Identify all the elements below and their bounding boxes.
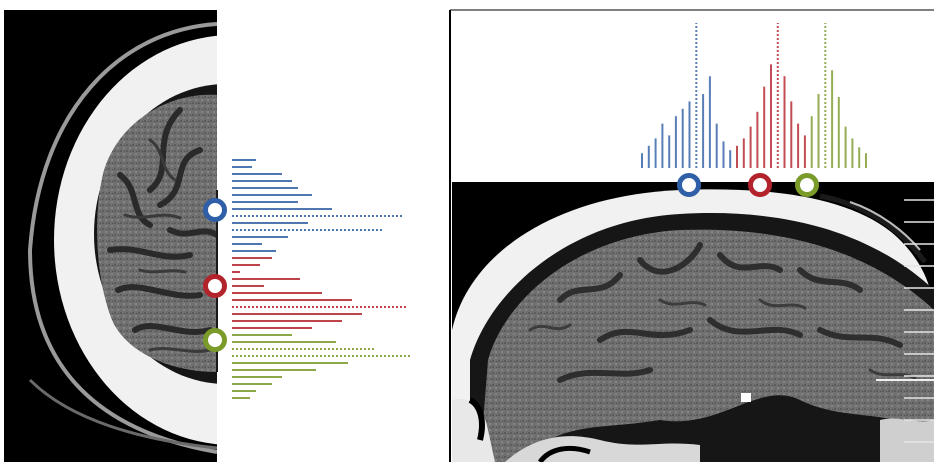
- sagittal-profile-area: [451, 10, 934, 182]
- sagittal-markers: [677, 173, 819, 197]
- sagittal-ct-image: [452, 189, 934, 462]
- axial-profile-lines: [232, 159, 412, 399]
- axial-green-marker: [203, 328, 227, 352]
- axial-markers: [203, 198, 227, 352]
- axial-blue-marker: [203, 198, 227, 222]
- axial-ct-image: [27, 22, 217, 454]
- axial-panel: [4, 10, 448, 462]
- sagittal-panel: [452, 182, 934, 462]
- sagittal-blue-marker: [677, 173, 701, 197]
- sagittal-red-marker: [748, 173, 772, 197]
- axial-red-marker: [203, 274, 227, 298]
- sagittal-green-marker: [795, 173, 819, 197]
- sagittal-profile-lines: [641, 23, 867, 168]
- sagittal-ticks: [904, 199, 934, 443]
